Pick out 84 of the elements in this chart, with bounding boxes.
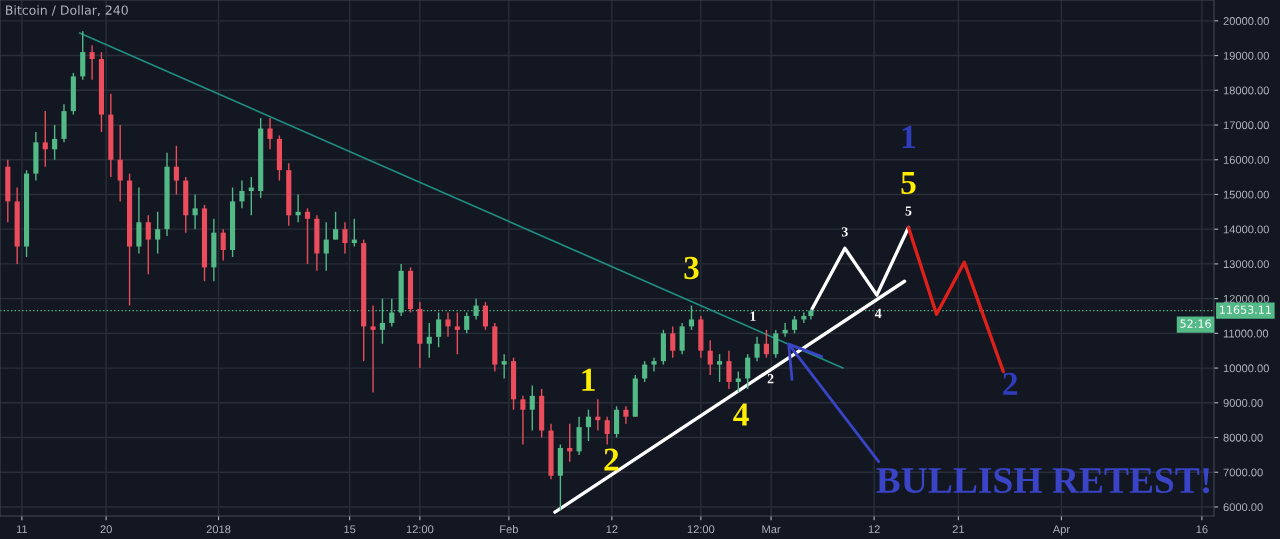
candlestick: [745, 353, 751, 390]
candlestick: [117, 124, 123, 203]
x-tick-label: Apr: [1052, 525, 1070, 536]
x-tick-label: 12: [868, 525, 880, 534]
y-tick-label: 11000.00: [1223, 329, 1269, 338]
y-tick-label: 14000.00: [1223, 225, 1269, 234]
y-tick-label: 17000.00: [1223, 121, 1269, 130]
y-tick-label: 19000.00: [1223, 51, 1269, 60]
y-tick-label: 6000.00: [1223, 503, 1263, 512]
y-tick-label: 8000.00: [1223, 433, 1263, 442]
candlestick: [651, 356, 657, 373]
candlestick: [89, 44, 95, 81]
y-tick-label: 9000.00: [1223, 399, 1263, 407]
x-tick-label: 12:00: [687, 525, 715, 534]
candlestick: [773, 329, 779, 359]
candlestick: [464, 311, 470, 335]
candlestick: [52, 124, 58, 161]
annotation: BULLISH RETEST!: [876, 467, 1210, 494]
y-tick-label: 10000.00: [1223, 364, 1269, 373]
candlestick: [304, 207, 311, 265]
y-tick-label: 12000.00: [1223, 294, 1269, 303]
chart-title: Bitcoin / Dollar, 240: [6, 5, 128, 17]
candlestick: [155, 211, 161, 255]
candlestick: [267, 117, 273, 151]
x-tick-label: 21: [952, 525, 965, 534]
x-tick-label: 16: [1196, 525, 1208, 534]
annotation: 1: [902, 125, 916, 148]
x-tick-label: 15: [344, 525, 356, 534]
annotation: 4: [733, 403, 749, 426]
candlestick: [763, 329, 769, 359]
annotation: 1: [582, 368, 595, 391]
candlestick: [454, 311, 460, 355]
x-tick-label: Mar: [762, 525, 781, 534]
candlestick: [735, 370, 741, 394]
candlestick: [239, 179, 245, 210]
y-tick-label: 7000.00: [1223, 468, 1263, 477]
candlestick: [145, 214, 151, 276]
candlestick: [426, 322, 432, 359]
annotation: 5: [905, 206, 912, 216]
annotation: 3: [684, 256, 699, 280]
annotation: 1: [750, 311, 756, 321]
candlestick: [323, 221, 329, 272]
candlestick: [520, 395, 526, 446]
candlestick: [604, 415, 610, 446]
annotation: 2: [604, 448, 619, 471]
annotation: 2: [767, 374, 774, 384]
annotation: 2: [1003, 372, 1018, 395]
annotation: 52:16: [1180, 319, 1211, 328]
candlestick: [529, 384, 535, 432]
y-tick-label: 15000.00: [1223, 190, 1269, 199]
y-tick-label: 18000.00: [1223, 86, 1269, 95]
annotation: 3: [841, 227, 848, 237]
candlestick: [370, 304, 376, 394]
candlestick: [717, 353, 723, 383]
x-tick-label: 20: [100, 525, 112, 534]
ref-line-label: 11653.11: [1220, 305, 1271, 314]
candlestick: [670, 325, 676, 359]
annotation: 5: [901, 171, 916, 195]
candlestick: [42, 110, 48, 168]
x-tick-label: 11: [16, 525, 28, 534]
annotation: 4: [874, 308, 882, 318]
candlestick: [707, 339, 713, 376]
candlestick: [726, 350, 732, 390]
candlestick: [220, 228, 226, 262]
candlestick: [436, 311, 442, 348]
candlestick: [501, 353, 507, 380]
candlestick: [333, 211, 339, 241]
candlestick: [445, 311, 451, 338]
candlestick: [192, 193, 198, 230]
x-tick-label: 12:00: [406, 525, 434, 534]
y-tick-label: 13000.00: [1223, 260, 1269, 269]
candlestick: [342, 221, 348, 255]
candlestick: [585, 409, 592, 442]
x-tick-label: 2018: [206, 525, 231, 534]
y-tick-label: 16000.00: [1223, 156, 1269, 164]
y-tick-label: 20000.00: [1223, 17, 1269, 25]
candlestick: [173, 145, 179, 196]
line-series: [906, 225, 1005, 374]
candlestick: [754, 336, 760, 362]
x-tick-label: 12: [606, 525, 618, 534]
x-tick-label: Feb: [500, 525, 518, 534]
candlestick: [642, 360, 648, 383]
candlestick: [623, 405, 629, 425]
candlestick: [482, 301, 489, 331]
